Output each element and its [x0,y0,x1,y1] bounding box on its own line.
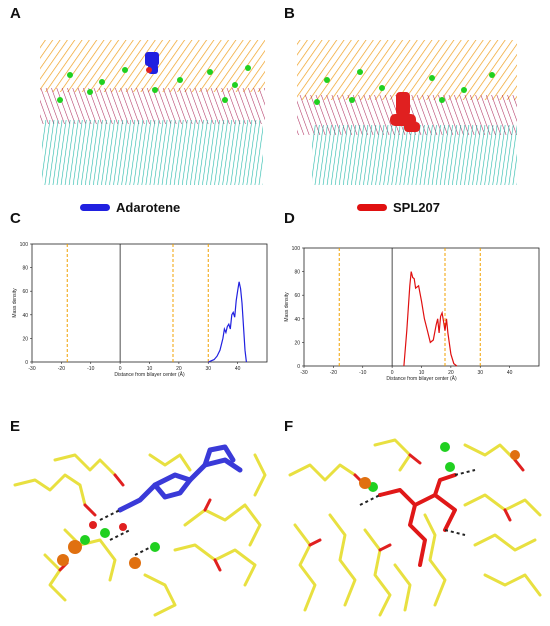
panel-label-f: F [284,418,294,435]
x-tick-label-3: 0 [119,366,122,372]
y-axis-label: Mass density [284,292,290,322]
legend-adarotene: Adarotene [80,200,180,215]
spl207-molecule [390,92,420,132]
series-line-0 [208,281,247,363]
series-line-0 [403,271,458,367]
adarotene-sticks [117,444,243,513]
y-tick-label-0: 0 [297,364,300,370]
headgroup-layer [297,40,517,100]
y-tick-label-0: 0 [25,360,28,366]
y-tick-label-3: 60 [22,289,28,295]
x-tick-label-0: -30 [28,366,35,372]
x-tick-label-4: 10 [419,370,425,376]
x-tick-label-7: 40 [507,370,513,376]
x-tick-label-6: 30 [205,366,211,372]
density-plot-c: -30 -20 -10 0 10 20 30 40 0 20 40 60 80 100 Distance f… [10,236,272,386]
x-axis-label: Distance from bilayer center (Å) [114,371,185,378]
plot-frame [303,247,540,367]
y-tick-label-4: 80 [294,270,300,276]
x-tick-label-5: 20 [448,370,454,376]
x-tick-label-1: -20 [330,370,337,376]
panel-label-d: D [284,210,295,227]
x-tick-label-4: 10 [147,366,153,372]
membrane-snapshot-b [292,5,537,195]
x-tick-label-5: 20 [176,366,182,372]
legend-spl207: SPL207 [357,200,440,215]
spl207-sticks [378,473,457,567]
panel-label-a: A [10,5,21,22]
binding-site-e [5,435,275,620]
panel-label-b: B [284,5,295,22]
legend-label-adarotene: Adarotene [116,200,181,215]
y-tick-label-2: 40 [294,317,300,323]
density-plot-d: -30 -20 -10 0 10 20 30 40 0 20 40 60 80 100 Distance f… [282,240,544,390]
tail-layer [42,120,263,185]
panel-label-c: C [10,210,21,227]
x-tick-label-2: -10 [87,366,94,372]
binding-site-f [285,435,547,620]
y-axis-label: Mass density [12,288,18,318]
legend-swatch-spl207 [357,204,387,211]
y-tick-label-5: 100 [20,242,29,248]
y-tick-label-2: 40 [22,313,28,319]
y-tick-label-3: 60 [294,293,300,299]
tail-layer [312,125,517,185]
x-tick-label-6: 30 [477,370,483,376]
legend-swatch-adarotene [80,204,110,211]
ions [57,65,251,103]
membrane-snapshot-a [30,30,275,195]
x-tick-label-7: 40 [235,366,241,372]
x-tick-label-2: -10 [359,370,366,376]
adarotene-molecule [145,52,159,74]
legend-label-spl207: SPL207 [393,200,440,215]
glycerol-layer [40,88,265,124]
panel-label-e: E [10,418,21,435]
x-axis-label: Distance from bilayer center (Å) [386,375,457,382]
y-tick-label-4: 80 [22,266,28,272]
y-tick-label-5: 100 [292,246,301,252]
x-tick-label-0: -30 [300,370,307,376]
x-tick-label-3: 0 [391,370,394,376]
y-tick-label-1: 20 [22,336,28,342]
plot-frame [31,243,268,363]
y-tick-label-1: 20 [294,340,300,346]
ions [314,69,495,105]
x-tick-label-1: -20 [58,366,65,372]
